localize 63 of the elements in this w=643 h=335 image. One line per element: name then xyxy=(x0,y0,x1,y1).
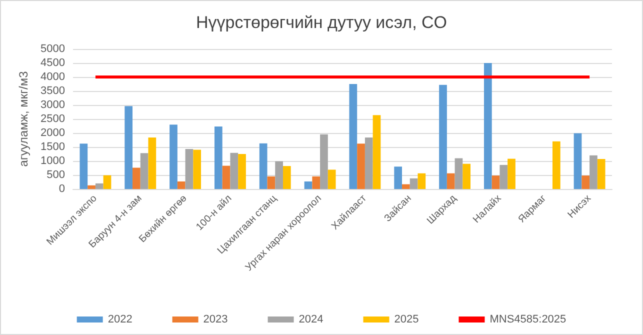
bar xyxy=(320,134,328,189)
bar xyxy=(492,176,500,189)
bar xyxy=(304,181,312,189)
bar xyxy=(462,164,471,189)
legend-label: MNS4585:2025 xyxy=(490,314,566,326)
bar xyxy=(446,173,455,189)
bar xyxy=(574,133,582,189)
y-tick-label: 1000 xyxy=(40,155,65,167)
y-tick-label: 3500 xyxy=(40,85,65,97)
bar xyxy=(328,170,336,189)
y-tick-label: 3000 xyxy=(40,99,65,111)
bar xyxy=(372,115,381,189)
bar xyxy=(590,155,598,189)
bar xyxy=(238,154,246,189)
bar xyxy=(88,185,96,189)
bar xyxy=(275,161,283,189)
chart-title: Нүүрстөрөгчийн дутуу исэл, CO xyxy=(196,13,448,32)
y-tick-label: 5000 xyxy=(40,43,65,55)
y-tick-label: 0 xyxy=(58,183,65,195)
bar xyxy=(132,168,140,189)
y-axis-title: агууламж, мкг/м3 xyxy=(16,70,31,167)
bar xyxy=(402,184,410,189)
bar xyxy=(170,124,178,189)
bar xyxy=(80,144,88,189)
bar xyxy=(552,141,560,189)
bar xyxy=(349,84,358,189)
y-tick-label: 2500 xyxy=(40,113,65,125)
bar xyxy=(508,158,516,189)
bar xyxy=(410,178,418,189)
bar xyxy=(230,152,238,189)
bar xyxy=(267,176,276,189)
bar xyxy=(418,173,426,189)
y-tick-label: 500 xyxy=(46,169,65,181)
bar xyxy=(214,126,222,189)
legend-label: 2025 xyxy=(394,314,419,326)
bar xyxy=(222,166,230,189)
bar xyxy=(124,106,133,189)
bar xyxy=(148,137,156,189)
legend-label: 2022 xyxy=(108,314,132,326)
bar xyxy=(597,159,606,189)
bar xyxy=(357,144,365,189)
bar xyxy=(500,164,508,189)
bar xyxy=(177,181,186,189)
bar xyxy=(185,148,194,189)
bar xyxy=(454,158,463,189)
bar xyxy=(259,143,268,189)
bar xyxy=(140,153,148,189)
bar xyxy=(439,84,447,189)
y-tick-label: 1500 xyxy=(40,141,65,153)
bar xyxy=(484,63,492,189)
y-tick-label: 4000 xyxy=(40,71,65,83)
bar xyxy=(103,175,112,189)
bar xyxy=(312,176,320,189)
y-tick-label: 4500 xyxy=(40,57,65,69)
legend-label: 2023 xyxy=(203,314,228,326)
bar xyxy=(582,176,590,189)
bar xyxy=(282,166,291,189)
bar xyxy=(193,150,202,189)
bar xyxy=(394,166,402,189)
y-tick-label: 2000 xyxy=(40,127,65,139)
bar xyxy=(95,183,104,189)
bar xyxy=(364,137,373,189)
legend-label: 2024 xyxy=(298,314,324,326)
